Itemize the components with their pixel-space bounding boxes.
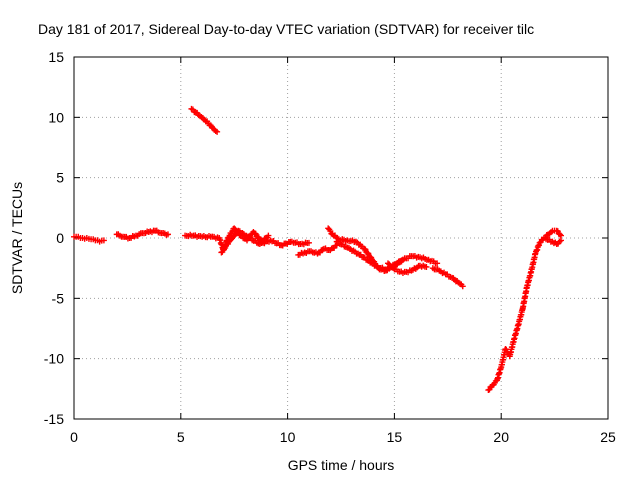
data-point <box>459 283 466 290</box>
x-tick-label: 5 <box>177 429 185 445</box>
data-point <box>100 237 107 244</box>
data-point <box>434 260 441 267</box>
y-tick-label: -10 <box>44 351 64 367</box>
data-point-trace <box>556 231 563 238</box>
y-tick-label: 10 <box>48 109 64 125</box>
y-tick-label: 15 <box>48 49 64 65</box>
data-point <box>384 260 391 267</box>
y-tick-label: -5 <box>52 290 65 306</box>
data-point <box>305 239 312 246</box>
data-point-trace <box>227 236 234 243</box>
data-points <box>71 105 565 394</box>
data-point <box>536 239 543 246</box>
x-tick-label: 0 <box>70 429 78 445</box>
data-point-trace <box>231 232 238 239</box>
axis-ticks: 0 5 10 15 20 25 -15 -10 -5 0 5 10 15 <box>44 49 616 445</box>
x-tick-label: 25 <box>600 429 616 445</box>
data-point <box>214 128 221 135</box>
data-point <box>231 225 238 232</box>
data-point <box>558 237 565 244</box>
data-point <box>423 263 430 270</box>
y-tick-label: 5 <box>56 170 64 186</box>
data-point-trace <box>362 246 369 253</box>
y-tick-label: 0 <box>56 230 64 246</box>
x-tick-label: 20 <box>493 429 509 445</box>
chart-title: Day 181 of 2017, Sidereal Day-to-day VTE… <box>38 21 534 37</box>
grid <box>74 57 608 419</box>
data-point-trace <box>365 250 372 257</box>
x-tick-label: 15 <box>387 429 403 445</box>
y-tick-label: -15 <box>44 411 64 427</box>
data-point <box>265 232 272 239</box>
x-axis-label: GPS time / hours <box>288 457 395 473</box>
y-axis-label: SDTVAR / TECUs <box>9 182 25 294</box>
data-point <box>164 231 171 238</box>
x-tick-label: 10 <box>280 429 296 445</box>
